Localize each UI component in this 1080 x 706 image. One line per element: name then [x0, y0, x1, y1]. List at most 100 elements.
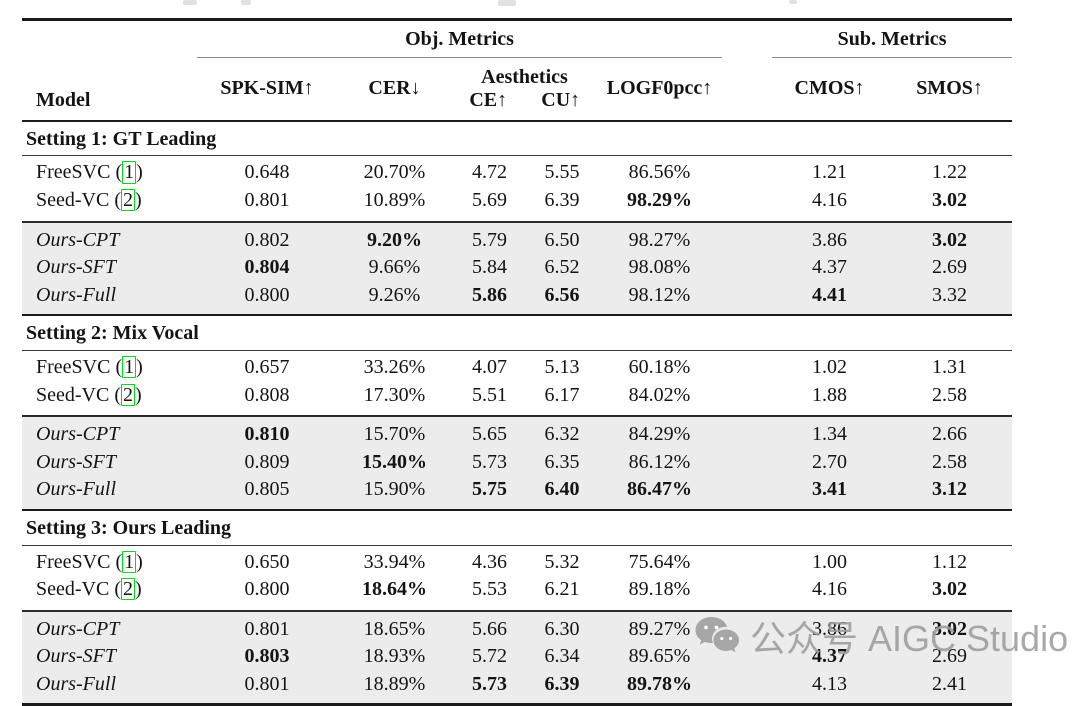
column-group-spacer [722, 448, 773, 477]
metric-value: 0.803 [197, 643, 337, 671]
metric-value: 0.802 [197, 220, 337, 255]
metric-value: 89.78% [597, 670, 723, 705]
cropped-caption-fragment [183, 0, 197, 5]
cu-column-header: CU↑ [541, 89, 581, 112]
metric-value: 3.41 [772, 476, 888, 510]
metric-value: 3.86 [772, 609, 888, 644]
metric-value: 0.657 [244, 355, 290, 378]
metric-value: 33.26% [363, 355, 426, 378]
metric-value: 2.58 [887, 448, 1013, 477]
metric-value: 2.66 [887, 415, 1013, 449]
table-row: Ours-CPT 0.810 15.70% 5.65 6.32 84.29% 1.34 2.6… [22, 415, 1013, 449]
citation-link[interactable]: 1 [122, 550, 137, 573]
metric-value: 1.22 [932, 161, 968, 184]
table-row: Seed-VC (2) 0.801 10.89% 5.69 6.39 98.29% 4.16… [22, 187, 1012, 222]
metric-value: 10.89% [363, 188, 426, 211]
cropped-caption-fragment [789, 0, 797, 4]
metric-value: 2.69 [887, 254, 1013, 282]
metric-value: 6.52 [527, 254, 597, 282]
results-table-body: Setting 1: GT Leading FreeSVC (1) 0.648 20.… [22, 120, 1013, 705]
spk-sim-column-header: SPK-SIM↑ [197, 57, 337, 122]
citation-link[interactable]: 1 [122, 355, 137, 379]
aesthetics-label: Aesthetics [481, 65, 568, 88]
model-name: Ours-Full [22, 281, 197, 316]
metric-value: 15.40% [337, 448, 452, 477]
metric-value: 1.88 [812, 383, 848, 406]
metric-value: 3.12 [887, 476, 1013, 510]
model-name: Ours-Full [22, 476, 197, 510]
metric-value: 20.70% [363, 161, 426, 184]
metric-value: 1.34 [772, 415, 888, 449]
metric-value: 89.27% [597, 609, 723, 644]
column-group-spacer [722, 156, 772, 187]
metric-value: 4.13 [772, 670, 888, 705]
metric-value: 5.72 [452, 643, 527, 671]
metric-value: 3.86 [772, 220, 888, 255]
metric-value: 4.07 [472, 355, 507, 378]
cmos-column-header: CMOS↑ [772, 57, 888, 122]
metric-value: 98.12% [597, 281, 723, 316]
model-name: Seed-VC (2) [36, 578, 142, 601]
metric-value: 1.02 [812, 355, 848, 378]
smos-column-header: SMOS↑ [887, 57, 1013, 122]
metric-value: 60.18% [628, 355, 691, 378]
metric-value: 0.800 [197, 281, 337, 316]
setting-title: Setting 2: Mix Vocal [22, 314, 1013, 351]
table-row: FreeSVC (1) 0.648 20.70% 4.72 5.55 86.56% 1.21… [22, 156, 1012, 187]
table-row: Ours-Full 0.800 9.26% 5.86 6.56 98.12% 4.41 3.3… [22, 281, 1013, 316]
metric-value: 84.02% [628, 383, 691, 406]
model-name: Ours-SFT [22, 254, 197, 282]
table-row: Seed-VC (2) 0.808 17.30% 5.51 6.17 84.02% 1.88… [22, 382, 1012, 417]
metric-value: 89.65% [597, 643, 723, 671]
model-name: Ours-SFT [22, 643, 197, 671]
metric-value: 5.66 [452, 609, 527, 644]
metric-value: 1.21 [812, 161, 848, 184]
column-group-spacer [722, 350, 772, 381]
cer-column-header: CER↓ [337, 57, 452, 122]
table-row: Ours-Full 0.805 15.90% 5.75 6.40 86.47% 3.41 3.… [22, 476, 1013, 510]
citation-link[interactable]: 2 [121, 383, 135, 406]
metric-value: 4.41 [772, 281, 888, 316]
setting-title: Setting 1: GT Leading [22, 120, 1013, 157]
column-group-spacer [722, 382, 772, 417]
ce-column-header: CE↑ [469, 89, 508, 112]
metric-value: 0.650 [244, 550, 290, 573]
metric-value: 1.31 [932, 355, 968, 378]
cropped-caption-fragment [241, 0, 251, 5]
metric-value: 6.39 [544, 188, 580, 211]
metric-value: 86.12% [597, 448, 723, 477]
column-group-spacer [722, 281, 773, 316]
model-name: FreeSVC (1) [36, 550, 143, 573]
metric-value: 75.64% [628, 550, 691, 573]
citation-link[interactable]: 2 [121, 188, 135, 212]
model-name: Ours-SFT [22, 448, 197, 477]
metric-value: 5.73 [452, 448, 527, 477]
metric-value: 84.29% [597, 415, 723, 449]
model-name: Seed-VC (2) [36, 383, 142, 406]
model-name: Ours-CPT [22, 415, 197, 449]
column-group-spacer [722, 670, 773, 705]
metric-value: 4.72 [472, 161, 507, 184]
table-row: Ours-CPT 0.802 9.20% 5.79 6.50 98.27% 3.86 3.02 [22, 220, 1013, 255]
table-row: Ours-SFT 0.804 9.66% 5.84 6.52 98.08% 4.37 2.69 [22, 254, 1013, 282]
metric-value: 9.20% [337, 220, 452, 255]
metric-value: 4.16 [812, 188, 848, 211]
metric-value: 5.65 [452, 415, 527, 449]
metric-value: 6.17 [544, 383, 580, 406]
metric-value: 1.12 [932, 550, 968, 573]
citation-link[interactable]: 2 [121, 578, 135, 601]
citation-link[interactable]: 1 [122, 161, 137, 184]
metric-value: 3.02 [932, 188, 968, 211]
metric-value: 86.56% [628, 161, 691, 184]
metric-value: 4.16 [812, 578, 848, 601]
metric-value: 3.32 [887, 281, 1013, 316]
model-name: FreeSVC (1) [36, 355, 143, 379]
column-group-spacer [722, 187, 772, 222]
metric-value: 4.37 [772, 254, 888, 282]
metric-value: 98.29% [627, 188, 693, 211]
metric-value: 2.70 [772, 448, 888, 477]
metric-value: 5.86 [452, 281, 527, 316]
metric-value: 17.30% [363, 383, 426, 406]
results-table: Model Obj. Metrics Sub. Metrics SPK-SIM↑… [22, 18, 1013, 706]
metric-value: 18.65% [337, 609, 452, 644]
